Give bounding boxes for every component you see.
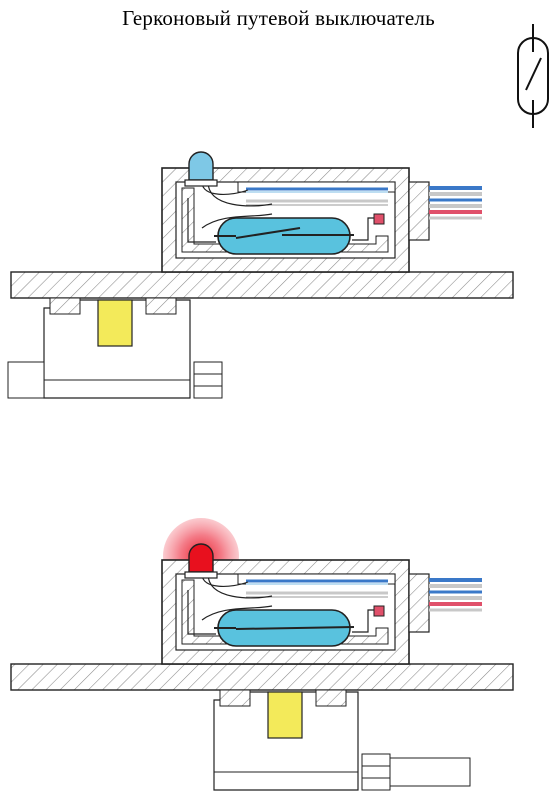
cable-bundle [429, 186, 482, 220]
magnet-icon [267, 691, 303, 739]
reed-capsule-icon [214, 609, 355, 647]
switch-state-closed [10, 518, 514, 791]
reed-capsule-icon [214, 217, 354, 255]
reed-switch-symbol-icon [517, 24, 549, 128]
mounting-plate [10, 271, 514, 299]
led-icon [184, 151, 218, 187]
mounting-plate [10, 663, 514, 691]
carriage [7, 297, 223, 399]
switch-state-open [7, 151, 514, 399]
carriage [213, 689, 471, 791]
cable-bundle [429, 578, 482, 612]
page-title: Герконовый путевой выключатель [122, 6, 435, 30]
magnet-icon [97, 299, 133, 347]
led-icon [184, 543, 218, 579]
